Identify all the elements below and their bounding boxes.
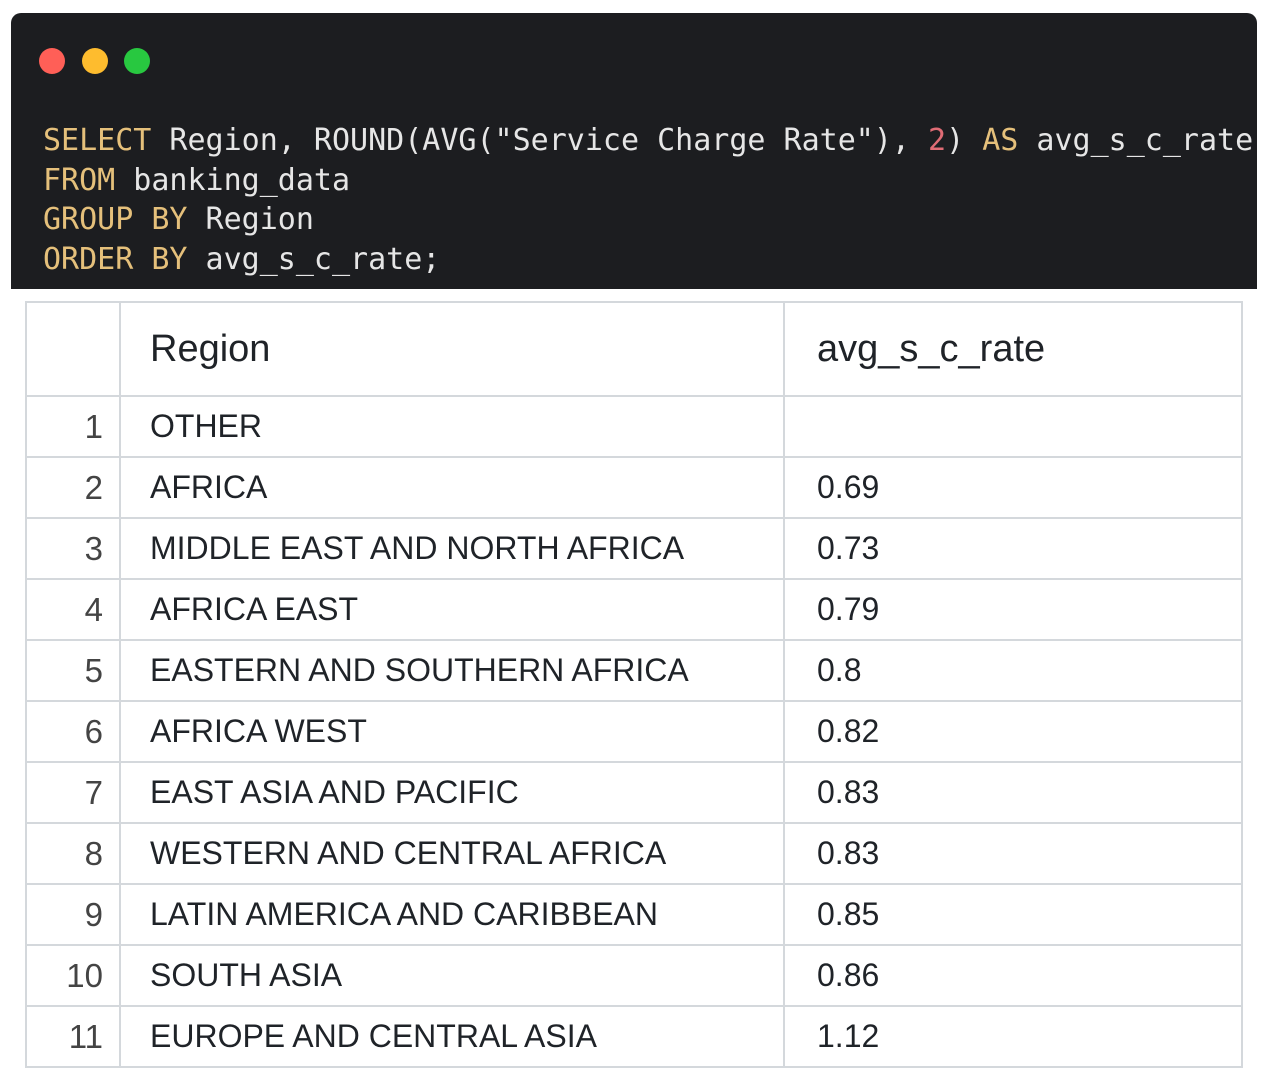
- code-line: ORDER BY avg_s_c_rate;: [43, 240, 1253, 280]
- table-cell: 0.83: [785, 763, 1243, 822]
- table-cell: [785, 397, 1243, 456]
- table-cell: MIDDLE EAST AND NORTH AFRICA: [121, 519, 785, 578]
- header-cell: [27, 303, 121, 395]
- table-cell: OTHER: [121, 397, 785, 456]
- row-number: 10: [27, 946, 121, 1005]
- code-token: FROM: [43, 162, 116, 198]
- code-token: ): [946, 123, 983, 158]
- table-cell: EUROPE AND CENTRAL ASIA: [121, 1007, 785, 1066]
- code-panel: SELECT Region, ROUND(AVG("Service Charge…: [11, 13, 1257, 289]
- row-number: 5: [27, 641, 121, 700]
- code-token: banking_data: [115, 162, 351, 198]
- table-cell: 1.12: [785, 1007, 1243, 1066]
- code-block: SELECT Region, ROUND(AVG("Service Charge…: [43, 121, 1253, 279]
- table-cell: 0.79: [785, 580, 1243, 639]
- maximize-dot[interactable]: [124, 48, 150, 74]
- row-number: 6: [27, 702, 121, 761]
- row-number: 2: [27, 458, 121, 517]
- table-row: 5 EASTERN AND SOUTHERN AFRICA 0.8: [27, 641, 1243, 702]
- code-token: ORDER BY: [43, 241, 188, 277]
- table-cell: EAST ASIA AND PACIFIC: [121, 763, 785, 822]
- table-row: 7 EAST ASIA AND PACIFIC 0.83: [27, 763, 1243, 824]
- code-token: Region: [187, 202, 314, 237]
- code-line: GROUP BY Region: [43, 200, 1253, 240]
- table-row: 6 AFRICA WEST 0.82: [27, 702, 1243, 763]
- table-cell: AFRICA: [121, 458, 785, 517]
- row-number: 7: [27, 763, 121, 822]
- row-number: 4: [27, 580, 121, 639]
- table-cell: 0.85: [785, 885, 1243, 944]
- code-token: avg_s_c_rate;: [187, 241, 441, 277]
- table-cell: AFRICA WEST: [121, 702, 785, 761]
- code-token: avg_s_c_rate: [1018, 123, 1254, 158]
- table-cell: 0.83: [785, 824, 1243, 883]
- table-cell: WESTERN AND CENTRAL AFRICA: [121, 824, 785, 883]
- table-row: 4 AFRICA EAST 0.79: [27, 580, 1243, 641]
- table-row: 9 LATIN AMERICA AND CARIBBEAN 0.85: [27, 885, 1243, 946]
- table-row: 8 WESTERN AND CENTRAL AFRICA 0.83: [27, 824, 1243, 885]
- table-row: 10 SOUTH ASIA 0.86: [27, 946, 1243, 1007]
- header-row: Region avg_s_c_rate: [27, 303, 1243, 397]
- row-number: 8: [27, 824, 121, 883]
- row-number: 9: [27, 885, 121, 944]
- table-cell: 0.69: [785, 458, 1243, 517]
- row-number: 11: [27, 1007, 121, 1066]
- table-cell: 0.82: [785, 702, 1243, 761]
- close-dot[interactable]: [39, 48, 65, 74]
- table-row: 1 OTHER: [27, 397, 1243, 458]
- code-token: AS: [982, 123, 1019, 158]
- code-token: Region, ROUND(AVG("Service Charge Rate")…: [151, 123, 929, 158]
- table-cell: 0.8: [785, 641, 1243, 700]
- table-row: 11 EUROPE AND CENTRAL ASIA 1.12: [27, 1007, 1243, 1068]
- table-cell: 0.73: [785, 519, 1243, 578]
- code-token: SELECT: [43, 123, 152, 158]
- code-token: GROUP BY: [43, 202, 188, 237]
- table-row: 3 MIDDLE EAST AND NORTH AFRICA 0.73: [27, 519, 1243, 580]
- row-number: 3: [27, 519, 121, 578]
- header-cell: Region: [121, 303, 785, 395]
- table-row: 2 AFRICA 0.69: [27, 458, 1243, 519]
- table-cell: 0.86: [785, 946, 1243, 1005]
- code-line: FROM banking_data: [43, 161, 1253, 201]
- code-token: 2: [928, 123, 947, 158]
- table-cell: EASTERN AND SOUTHERN AFRICA: [121, 641, 785, 700]
- header-cell: avg_s_c_rate: [785, 303, 1243, 395]
- result-table: Region avg_s_c_rate 1 OTHER 2 AFRICA 0.69 3 MIDD…: [25, 301, 1243, 1068]
- table-cell: SOUTH ASIA: [121, 946, 785, 1005]
- table-cell: AFRICA EAST: [121, 580, 785, 639]
- table-cell: LATIN AMERICA AND CARIBBEAN: [121, 885, 785, 944]
- minimize-dot[interactable]: [82, 48, 108, 74]
- code-line: SELECT Region, ROUND(AVG("Service Charge…: [43, 121, 1253, 161]
- row-number: 1: [27, 397, 121, 456]
